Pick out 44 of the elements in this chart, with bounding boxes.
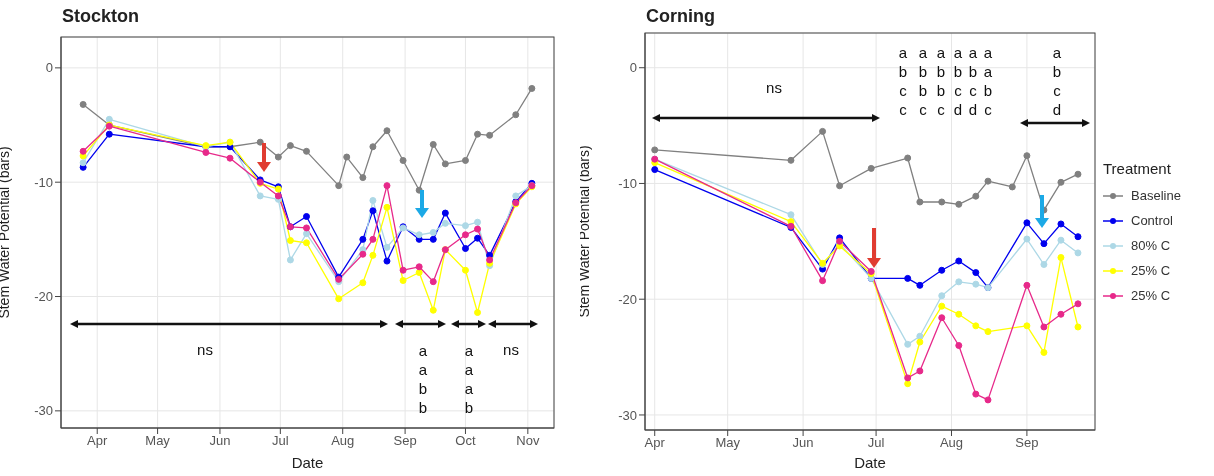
x-tick-label: Nov [516, 433, 540, 449]
legend-label: Baseline [1131, 188, 1181, 203]
annotation: a b b c [936, 43, 946, 118]
annotation: a b c d [1052, 43, 1062, 118]
x-tick-label: Aug [939, 435, 964, 451]
x-tick-label: Apr [87, 433, 108, 449]
chart-title: Corning [646, 6, 715, 27]
annotation: ns [503, 340, 519, 358]
x-tick-label: Jun [792, 435, 814, 451]
annotation: a b b c [918, 43, 928, 118]
legend-label: Control [1131, 213, 1173, 228]
y-tick-label: -30 [34, 403, 53, 419]
x-tick-label: Jul [867, 435, 885, 451]
annotation: ns [766, 78, 782, 96]
chart-title: Stockton [62, 6, 140, 27]
x-axis-title: Date [291, 454, 324, 471]
legend-label: 25% C [1131, 263, 1171, 278]
y-tick-label: 0 [45, 60, 53, 76]
annotation: a b c c [898, 43, 908, 118]
x-tick-label: May [715, 435, 741, 451]
x-tick-label: May [145, 433, 171, 449]
legend-label: 25% C [1131, 288, 1171, 303]
y-tick-label: 0 [629, 60, 637, 76]
annotation: a b c d [968, 43, 978, 118]
annotation: a a b c [983, 43, 993, 118]
x-tick-label: Jun [209, 433, 231, 449]
y-tick-label: -20 [34, 289, 53, 305]
y-tick-label: -20 [618, 291, 637, 307]
y-tick-label: -30 [618, 407, 637, 423]
legend-title: Treatment [1103, 160, 1172, 177]
annotation: a b c d [953, 43, 963, 118]
legend-label: 80% C [1131, 238, 1171, 253]
x-tick-label: Aug [331, 433, 355, 449]
annotation: a a b b [418, 341, 428, 416]
x-tick-label: Apr [644, 435, 666, 451]
x-axis-title: Date [854, 454, 886, 471]
y-tick-label: -10 [618, 176, 637, 192]
annotation: ns [197, 340, 213, 358]
x-tick-label: Jul [272, 433, 289, 449]
x-tick-label: Sep [393, 433, 417, 449]
annotation: a a a b [464, 341, 474, 416]
y-tick-label: -10 [34, 174, 53, 190]
x-tick-label: Sep [1015, 435, 1039, 451]
x-tick-label: Oct [455, 433, 476, 449]
